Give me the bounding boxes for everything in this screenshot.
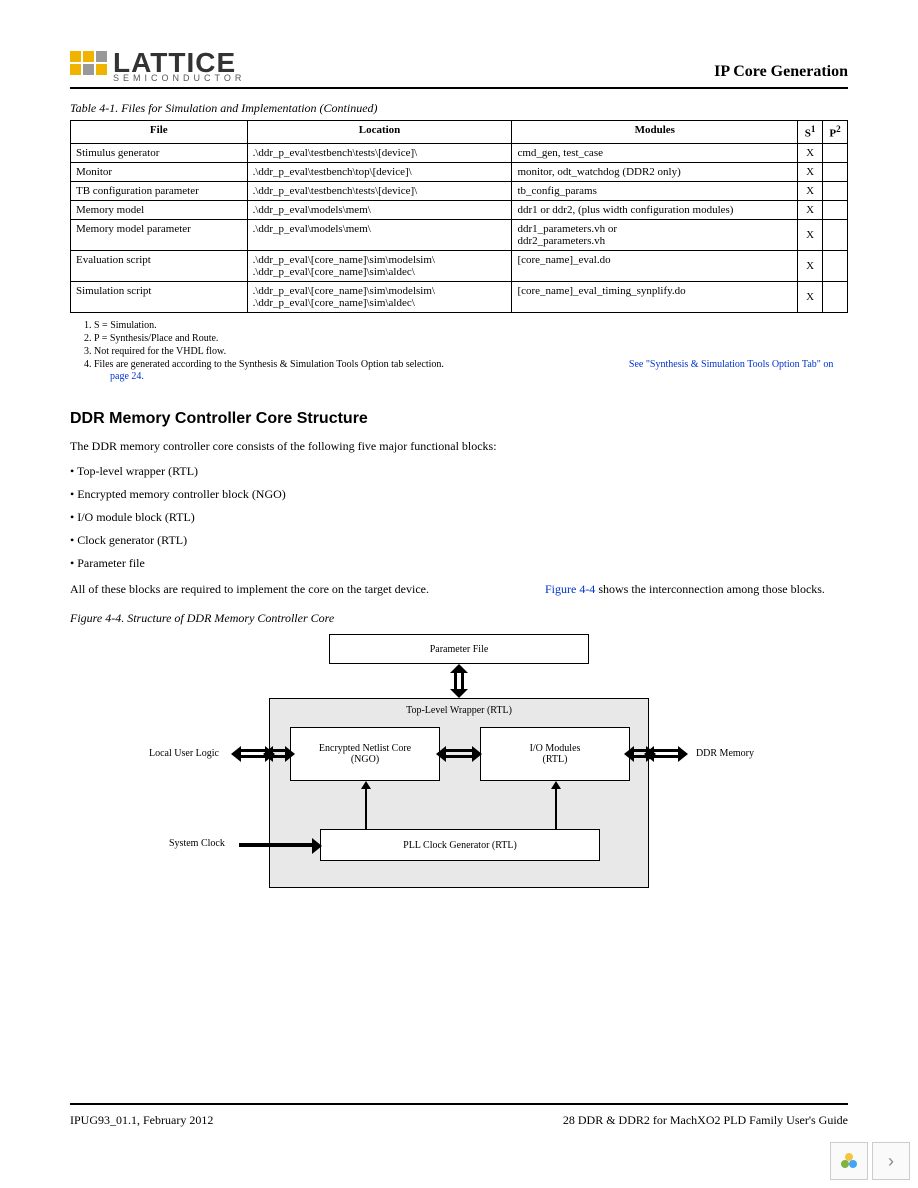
cell-s: X [798, 200, 823, 219]
cell-p [823, 250, 848, 281]
cell-s: X [798, 250, 823, 281]
cell-location: .\ddr_p_eval\testbench\tests\[device]\ [247, 143, 512, 162]
page-ref-link[interactable]: page 24. [110, 371, 848, 382]
wrapper-box: Top-Level Wrapper (RTL) Encrypted Netlis… [269, 698, 649, 888]
cell-file: Memory model parameter [71, 219, 248, 250]
figure-link[interactable]: Figure 4-4 [545, 582, 595, 596]
cell-modules: [core_name]_eval_timing_synplify.do [512, 281, 798, 312]
system-clock-label: System Clock [169, 838, 225, 849]
footer-left: IPUG93_01.1, February 2012 [70, 1113, 213, 1128]
wrapper-label: Top-Level Wrapper (RTL) [270, 705, 648, 716]
cell-s: X [798, 219, 823, 250]
cell-p [823, 219, 848, 250]
local-user-logic-label: Local User Logic [149, 748, 219, 759]
table-caption: Table 4-1. Files for Simulation and Impl… [70, 101, 848, 116]
table-row: Memory model.\ddr_p_eval\models\mem\ddr1… [71, 200, 848, 219]
table-footnotes: 1. S = Simulation. 2. P = Synthesis/Plac… [84, 319, 848, 371]
cell-location: .\ddr_p_eval\testbench\tests\[device]\ [247, 181, 512, 200]
cell-location: .\ddr_p_eval\[core_name]\sim\modelsim\ .… [247, 281, 512, 312]
col-location: Location [247, 121, 512, 144]
cell-file: Evaluation script [71, 250, 248, 281]
cell-file: Monitor [71, 162, 248, 181]
cell-location: .\ddr_p_eval\testbench\top\[device]\ [247, 162, 512, 181]
cell-file: TB configuration parameter [71, 181, 248, 200]
footnote-1: 1. S = Simulation. [84, 319, 848, 332]
cell-location: .\ddr_p_eval\models\mem\ [247, 200, 512, 219]
io-modules-box: I/O Modules (RTL) [480, 727, 630, 781]
page-footer: IPUG93_01.1, February 2012 28 DDR & DDR2… [70, 1103, 848, 1128]
chevron-right-icon: › [888, 1151, 894, 1172]
table-row: TB configuration parameter.\ddr_p_eval\t… [71, 181, 848, 200]
nav-corner: › [830, 1142, 910, 1180]
arrow-clock-pll [239, 841, 314, 851]
cell-s: X [798, 281, 823, 312]
petal-icon [839, 1151, 859, 1171]
table-header-row: File Location Modules S1 P2 [71, 121, 848, 144]
cell-p [823, 162, 848, 181]
col-p: P2 [823, 121, 848, 144]
page-title: IP Core Generation [714, 63, 848, 83]
bullet-list: Top-level wrapper (RTL) Encrypted memory … [70, 464, 848, 571]
page-header: LATTICE SEMICONDUCTOR IP Core Generation [70, 50, 848, 89]
table-row: Monitor.\ddr_p_eval\testbench\top\[devic… [71, 162, 848, 181]
pll-box: PLL Clock Generator (RTL) [320, 829, 600, 861]
cell-file: Stimulus generator [71, 143, 248, 162]
encrypted-core-box: Encrypted Netlist Core (NGO) [290, 727, 440, 781]
arrow-wrapper-enc [271, 749, 287, 759]
cell-p [823, 281, 848, 312]
bullet-item: Encrypted memory controller block (NGO) [70, 487, 848, 502]
cell-modules: ddr1_parameters.vh or ddr2_parameters.vh [512, 219, 798, 250]
cell-location: .\ddr_p_eval\[core_name]\sim\modelsim\ .… [247, 250, 512, 281]
cell-modules: ddr1 or ddr2, (plus width configuration … [512, 200, 798, 219]
cell-file: Memory model [71, 200, 248, 219]
files-table: File Location Modules S1 P2 Stimulus gen… [70, 120, 848, 313]
figure-caption: Figure 4-4. Structure of DDR Memory Cont… [70, 611, 848, 626]
cell-file: Simulation script [71, 281, 248, 312]
table-row: Stimulus generator.\ddr_p_eval\testbench… [71, 143, 848, 162]
bullet-item: I/O module block (RTL) [70, 510, 848, 525]
structure-diagram: Parameter File Top-Level Wrapper (RTL) E… [139, 634, 779, 894]
cell-s: X [798, 181, 823, 200]
footnote-4: 4. Files are generated according to the … [84, 358, 848, 371]
logo-squares-icon [70, 51, 107, 75]
arrow-pll-io [555, 789, 557, 829]
col-modules: Modules [512, 121, 798, 144]
arrow-wrapper-ddr [652, 749, 680, 759]
col-s: S1 [798, 121, 823, 144]
cell-p [823, 143, 848, 162]
nav-logo-button[interactable] [830, 1142, 868, 1180]
bullet-item: Parameter file [70, 556, 848, 571]
arrow-enc-io [444, 749, 474, 759]
nav-next-button[interactable]: › [872, 1142, 910, 1180]
cell-location: .\ddr_p_eval\models\mem\ [247, 219, 512, 250]
arrow-pll-enc [365, 789, 367, 829]
cell-modules: cmd_gen, test_case [512, 143, 798, 162]
cell-p [823, 181, 848, 200]
cell-s: X [798, 143, 823, 162]
footnote-link[interactable]: See "Synthesis & Simulation Tools Option… [629, 359, 833, 370]
cell-s: X [798, 162, 823, 181]
arrow-param-wrapper [452, 672, 466, 690]
cell-modules: tb_config_params [512, 181, 798, 200]
section-heading: DDR Memory Controller Core Structure [70, 410, 848, 428]
bullet-item: Clock generator (RTL) [70, 533, 848, 548]
table-row: Simulation script.\ddr_p_eval\[core_name… [71, 281, 848, 312]
ddr-memory-label: DDR Memory [696, 748, 754, 759]
param-file-box: Parameter File [329, 634, 589, 664]
cell-modules: monitor, odt_watchdog (DDR2 only) [512, 162, 798, 181]
section-para2: All of these blocks are required to impl… [70, 581, 848, 597]
cell-modules: [core_name]_eval.do [512, 250, 798, 281]
col-file: File [71, 121, 248, 144]
footnote-3: 3. Not required for the VHDL flow. [84, 345, 848, 358]
bullet-item: Top-level wrapper (RTL) [70, 464, 848, 479]
cell-p [823, 200, 848, 219]
logo: LATTICE SEMICONDUCTOR [70, 50, 245, 83]
section-intro: The DDR memory controller core consists … [70, 438, 848, 454]
logo-subtitle: SEMICONDUCTOR [113, 73, 245, 83]
footnote-2: 2. P = Synthesis/Place and Route. [84, 332, 848, 345]
table-row: Evaluation script.\ddr_p_eval\[core_name… [71, 250, 848, 281]
table-row: Memory model parameter.\ddr_p_eval\model… [71, 219, 848, 250]
logo-text: LATTICE [113, 50, 236, 75]
footer-right: 28 DDR & DDR2 for MachXO2 PLD Family Use… [563, 1113, 848, 1128]
